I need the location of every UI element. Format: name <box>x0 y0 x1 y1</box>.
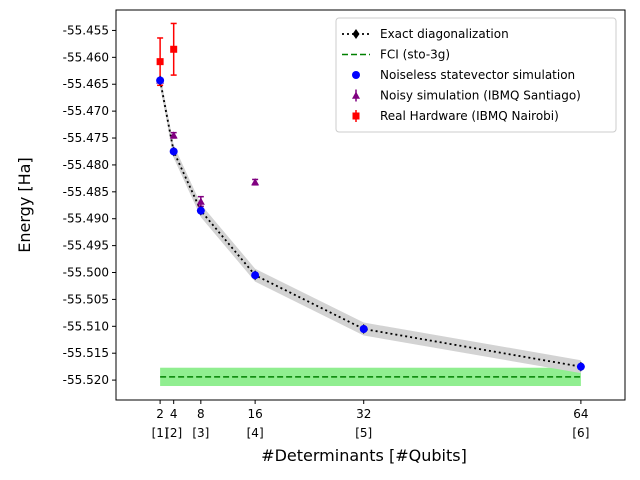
x-tick-sublabel: [2] <box>165 426 182 440</box>
noiseless-point <box>156 76 165 85</box>
y-tick-label: -55.500 <box>63 266 109 280</box>
y-tick-label: -55.520 <box>63 373 109 387</box>
x-tick-sublabel: [1] <box>152 426 169 440</box>
legend-entry-label: Exact diagonalization <box>380 27 509 41</box>
x-tick-label: 64 <box>573 407 588 421</box>
x-tick-label: 4 <box>170 407 178 421</box>
y-tick-label: -55.490 <box>63 212 109 226</box>
noisy-point <box>251 178 260 186</box>
legend: Exact diagonalization FCI (sto-3g) Noisele… <box>335 17 617 133</box>
legend-entry-label: FCI (sto-3g) <box>380 48 450 62</box>
y-tick-label: -55.470 <box>63 104 109 118</box>
noisy-point <box>196 197 205 205</box>
x-tick-sublabel: [5] <box>355 426 372 440</box>
x-tick-sublabel: [4] <box>247 426 264 440</box>
plot-area <box>156 22 585 387</box>
x-tick-label: 2 <box>156 407 164 421</box>
noisy-point <box>169 131 178 139</box>
noiseless-point <box>196 206 205 215</box>
y-tick-label: -55.460 <box>63 50 109 64</box>
legend-entry-label: Real Hardware (IBMQ Nairobi) <box>380 109 559 123</box>
y-tick-label: -55.510 <box>63 319 109 333</box>
x-tick-sublabel: [3] <box>192 426 209 440</box>
y-tick-label: -55.515 <box>63 346 109 360</box>
noiseless-point <box>251 271 260 280</box>
noiseless-point <box>169 147 178 156</box>
y-tick-label: -55.495 <box>63 239 109 253</box>
legend-exact-marker <box>352 29 360 39</box>
markers-layer <box>156 22 585 372</box>
x-axis-label: #Determinants [#Qubits] <box>261 446 467 465</box>
legend-noisy-marker <box>352 91 360 99</box>
legend-frame <box>335 17 617 133</box>
hardware-point <box>156 58 164 66</box>
legend-entry-label: Noisy simulation (IBMQ Santiago) <box>380 89 581 103</box>
y-tick-label: -55.480 <box>63 158 109 172</box>
x-tick-sublabel: [6] <box>572 426 589 440</box>
legend-noiseless-marker <box>352 71 360 79</box>
y-tick-label: -55.465 <box>63 77 109 91</box>
x-tick-label: 32 <box>356 407 371 421</box>
noiseless-point <box>576 362 585 371</box>
y-tick-label: -55.475 <box>63 131 109 145</box>
x-tick-label: 8 <box>197 407 205 421</box>
x-tick-label: 16 <box>247 407 262 421</box>
hardware-point <box>170 45 178 53</box>
legend-hardware-marker <box>352 112 360 120</box>
y-tick-label: -55.455 <box>63 23 109 37</box>
y-axis-label: Energy [Ha] <box>15 157 34 252</box>
exact-diagonalization-line <box>159 80 582 368</box>
noiseless-point <box>359 324 368 333</box>
axes-frame <box>115 9 626 401</box>
y-ticks: -55.455 -55.460 -55.465 -55.470 -55.475 -55.4… <box>63 23 116 387</box>
x-ticks: 2 [1]4 [2] 8 [3] 16 [4] 32 [5] 64 [6] <box>152 400 589 440</box>
y-tick-label: -55.485 <box>63 185 109 199</box>
legend-entry-label: Noiseless statevector simulation <box>380 68 575 82</box>
lines-layer <box>159 80 582 378</box>
y-tick-label: -55.505 <box>63 292 109 306</box>
